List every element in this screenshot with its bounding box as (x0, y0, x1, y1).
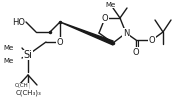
Text: Me: Me (4, 45, 14, 51)
Text: N: N (123, 29, 129, 37)
Text: O: O (102, 13, 108, 22)
Polygon shape (60, 22, 113, 45)
Text: O: O (149, 36, 155, 44)
Text: O: O (57, 37, 63, 46)
Text: O: O (133, 47, 139, 57)
Text: Si: Si (24, 50, 32, 60)
Text: Me: Me (106, 2, 116, 8)
Text: C(CH₃)₃: C(CH₃)₃ (15, 90, 41, 96)
Text: HO: HO (12, 18, 25, 26)
Text: Me: Me (4, 58, 14, 64)
Text: C(CH: C(CH (15, 84, 29, 88)
